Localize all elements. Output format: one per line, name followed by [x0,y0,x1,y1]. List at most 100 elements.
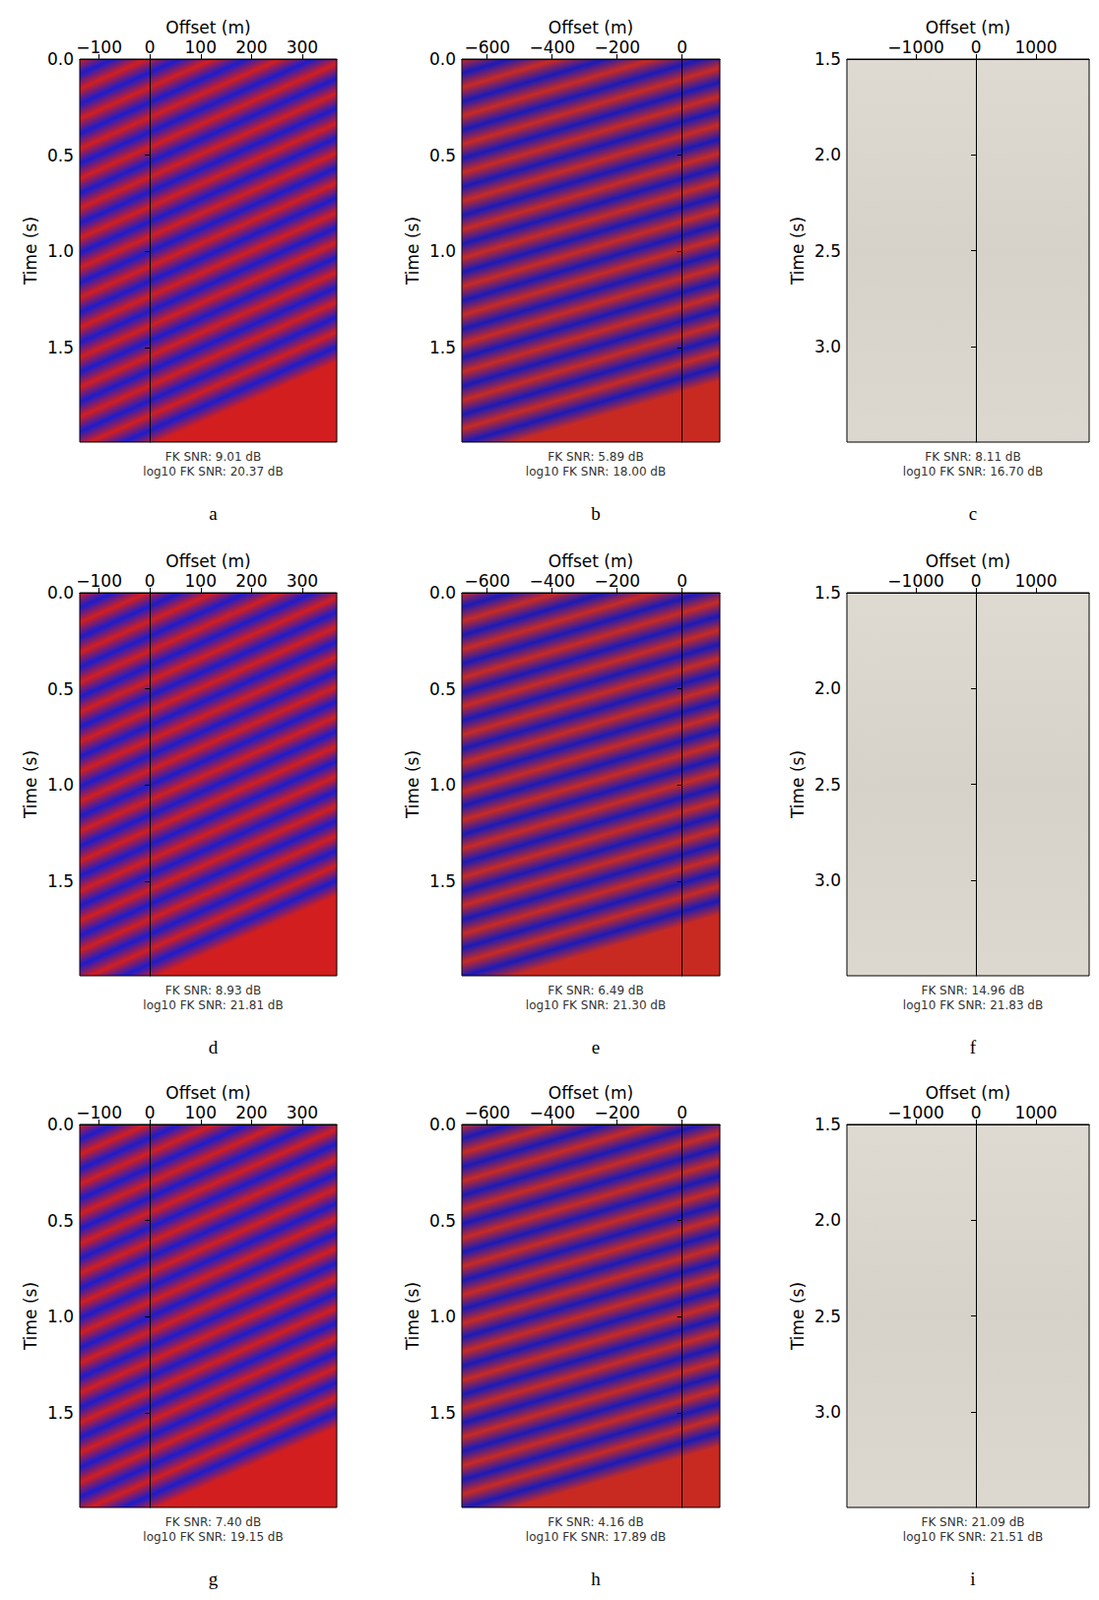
svg-text:0.5: 0.5 [47,145,74,166]
svg-text:Time (s): Time (s) [787,1282,808,1352]
svg-text:Time (s): Time (s) [402,1282,423,1352]
svg-text:300: 300 [286,1102,319,1123]
svg-text:FK SNR: 7.40 dB: FK SNR: 7.40 dB [165,1515,261,1530]
svg-text:−400: −400 [528,1102,576,1123]
svg-text:Offset (m): Offset (m) [165,17,251,38]
svg-text:Offset (m): Offset (m) [925,17,1011,38]
svg-text:Offset (m): Offset (m) [165,551,251,572]
svg-text:FK SNR: 9.01 dB: FK SNR: 9.01 dB [165,450,261,464]
svg-text:−400: −400 [528,571,576,591]
svg-text:2.0: 2.0 [814,678,841,699]
svg-text:−100: −100 [75,37,123,58]
svg-text:FK SNR: 6.49 dB: FK SNR: 6.49 dB [547,983,644,998]
svg-text:log10 FK SNR: 18.00 dB: log10 FK SNR: 18.00 dB [525,464,666,479]
svg-text:3.0: 3.0 [814,336,841,357]
svg-text:−200: −200 [593,1102,641,1123]
svg-text:300: 300 [286,37,319,58]
svg-text:1.5: 1.5 [429,337,456,358]
svg-text:−600: −600 [463,1102,511,1123]
svg-text:2.0: 2.0 [814,1210,841,1230]
svg-text:1.5: 1.5 [814,582,841,603]
svg-text:0.5: 0.5 [47,679,74,700]
svg-text:Offset (m): Offset (m) [548,17,634,38]
svg-text:−1000: −1000 [887,37,945,58]
svg-text:−200: −200 [593,571,641,591]
svg-text:−100: −100 [75,1102,123,1123]
svg-text:−600: −600 [463,37,511,58]
svg-text:2.0: 2.0 [814,144,841,165]
svg-text:−1000: −1000 [887,1102,945,1123]
svg-text:1.5: 1.5 [47,1403,74,1423]
svg-text:FK SNR: 21.09 dB: FK SNR: 21.09 dB [920,1515,1025,1530]
svg-text:2.5: 2.5 [814,1306,841,1327]
svg-text:Offset (m): Offset (m) [165,1083,251,1103]
svg-text:3.0: 3.0 [814,870,841,891]
svg-text:−400: −400 [528,37,576,58]
svg-text:d: d [208,1036,219,1058]
svg-text:Time (s): Time (s) [402,216,423,286]
svg-text:1000: 1000 [1014,1102,1057,1123]
svg-text:0.0: 0.0 [429,49,456,69]
svg-text:100: 100 [185,571,217,591]
svg-text:Offset (m): Offset (m) [925,551,1011,572]
svg-text:log10 FK SNR: 16.70 dB: log10 FK SNR: 16.70 dB [903,464,1043,479]
svg-text:0.0: 0.0 [47,1114,74,1135]
svg-text:Time (s): Time (s) [20,750,41,820]
svg-text:1.0: 1.0 [429,241,456,261]
svg-text:0.0: 0.0 [47,49,74,69]
svg-text:100: 100 [185,1102,217,1123]
svg-text:0: 0 [676,1102,688,1123]
svg-text:i: i [969,1568,975,1590]
svg-text:0.0: 0.0 [429,1114,456,1135]
svg-text:1000: 1000 [1014,37,1057,58]
svg-text:0: 0 [970,37,982,58]
svg-text:200: 200 [235,571,267,591]
svg-text:Time (s): Time (s) [787,750,808,820]
svg-text:1.5: 1.5 [47,871,74,892]
svg-text:FK SNR: 5.89 dB: FK SNR: 5.89 dB [547,450,644,464]
svg-text:0: 0 [676,571,688,591]
svg-text:0.5: 0.5 [429,145,456,166]
svg-text:Offset (m): Offset (m) [548,1083,634,1103]
svg-text:−100: −100 [75,571,123,591]
svg-text:100: 100 [185,37,217,58]
svg-text:e: e [591,1036,600,1058]
svg-text:2.5: 2.5 [814,241,841,261]
svg-text:Offset (m): Offset (m) [925,1083,1011,1103]
svg-text:1.0: 1.0 [47,775,74,795]
svg-text:log10 FK SNR: 21.51 dB: log10 FK SNR: 21.51 dB [903,1530,1043,1545]
svg-text:0.5: 0.5 [47,1211,74,1231]
svg-text:1.0: 1.0 [429,1306,456,1327]
svg-text:FK SNR: 14.96 dB: FK SNR: 14.96 dB [920,983,1025,998]
svg-text:Time (s): Time (s) [20,216,41,286]
svg-text:log10 FK SNR: 21.83 dB: log10 FK SNR: 21.83 dB [903,998,1043,1013]
svg-text:−200: −200 [593,37,641,58]
svg-text:200: 200 [235,1102,267,1123]
svg-text:g: g [208,1568,219,1590]
svg-text:0.5: 0.5 [429,679,456,700]
svg-text:1.0: 1.0 [47,1306,74,1327]
svg-text:−1000: −1000 [887,571,945,591]
svg-text:log10 FK SNR: 21.30 dB: log10 FK SNR: 21.30 dB [525,998,666,1013]
svg-text:h: h [590,1568,601,1590]
svg-text:log10 FK SNR: 20.37 dB: log10 FK SNR: 20.37 dB [142,464,283,479]
svg-text:1.5: 1.5 [47,337,74,358]
svg-text:1.5: 1.5 [814,1114,841,1135]
svg-text:0: 0 [970,571,982,591]
svg-text:3.0: 3.0 [814,1402,841,1423]
svg-text:0: 0 [144,1102,156,1123]
svg-text:300: 300 [286,571,319,591]
svg-text:−600: −600 [463,571,511,591]
svg-text:0: 0 [676,37,688,58]
svg-text:0: 0 [144,571,156,591]
svg-text:Time (s): Time (s) [20,1282,41,1352]
svg-text:log10 FK SNR: 17.89 dB: log10 FK SNR: 17.89 dB [525,1530,666,1545]
svg-text:0.5: 0.5 [429,1211,456,1231]
svg-text:f: f [969,1036,977,1058]
svg-text:a: a [208,503,218,524]
svg-text:0: 0 [970,1102,982,1123]
svg-text:1.5: 1.5 [814,49,841,69]
svg-text:Time (s): Time (s) [402,750,423,820]
svg-text:FK SNR: 8.93 dB: FK SNR: 8.93 dB [165,983,261,998]
svg-text:c: c [969,503,977,524]
